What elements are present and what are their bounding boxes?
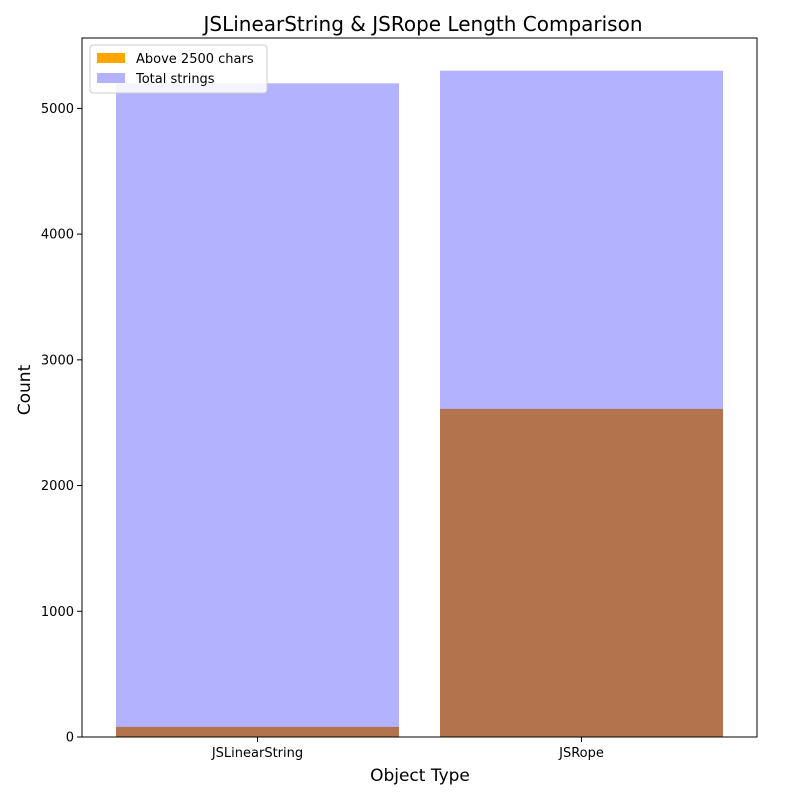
legend-label: Above 2500 chars bbox=[136, 52, 254, 67]
legend-label: Total strings bbox=[135, 72, 215, 87]
x-tick-label: JSLinearString bbox=[211, 746, 303, 761]
y-tick-label: 5000 bbox=[41, 102, 74, 117]
y-tick-label: 0 bbox=[66, 731, 74, 746]
y-tick-label: 3000 bbox=[41, 353, 74, 368]
x-tick-label: JSRope bbox=[558, 746, 604, 761]
y-tick-label: 1000 bbox=[41, 605, 74, 620]
y-tick-label: 2000 bbox=[41, 479, 74, 494]
y-tick-label: 4000 bbox=[41, 228, 74, 243]
plot-frame bbox=[81, 37, 758, 738]
bar-above-2500-jsrope bbox=[440, 408, 723, 737]
bar-above-2500-jslinearstring bbox=[116, 726, 399, 737]
y-axis-label: Count bbox=[15, 364, 35, 415]
bars-layer bbox=[116, 70, 723, 738]
bar-total-jsrope bbox=[440, 70, 723, 737]
legend-swatch bbox=[97, 53, 125, 63]
legend: Above 2500 chars Total strings bbox=[89, 44, 268, 94]
x-axis: JSLinearString JSRope bbox=[211, 737, 604, 761]
x-axis-label: Object Type bbox=[370, 766, 470, 786]
bar-total-jslinearstring bbox=[116, 83, 399, 738]
chart-title: JSLinearString & JSRope Length Compariso… bbox=[201, 12, 642, 36]
y-axis: 0 1000 2000 3000 4000 5000 bbox=[41, 102, 82, 746]
legend-box bbox=[89, 44, 268, 94]
legend-swatch bbox=[97, 73, 125, 83]
